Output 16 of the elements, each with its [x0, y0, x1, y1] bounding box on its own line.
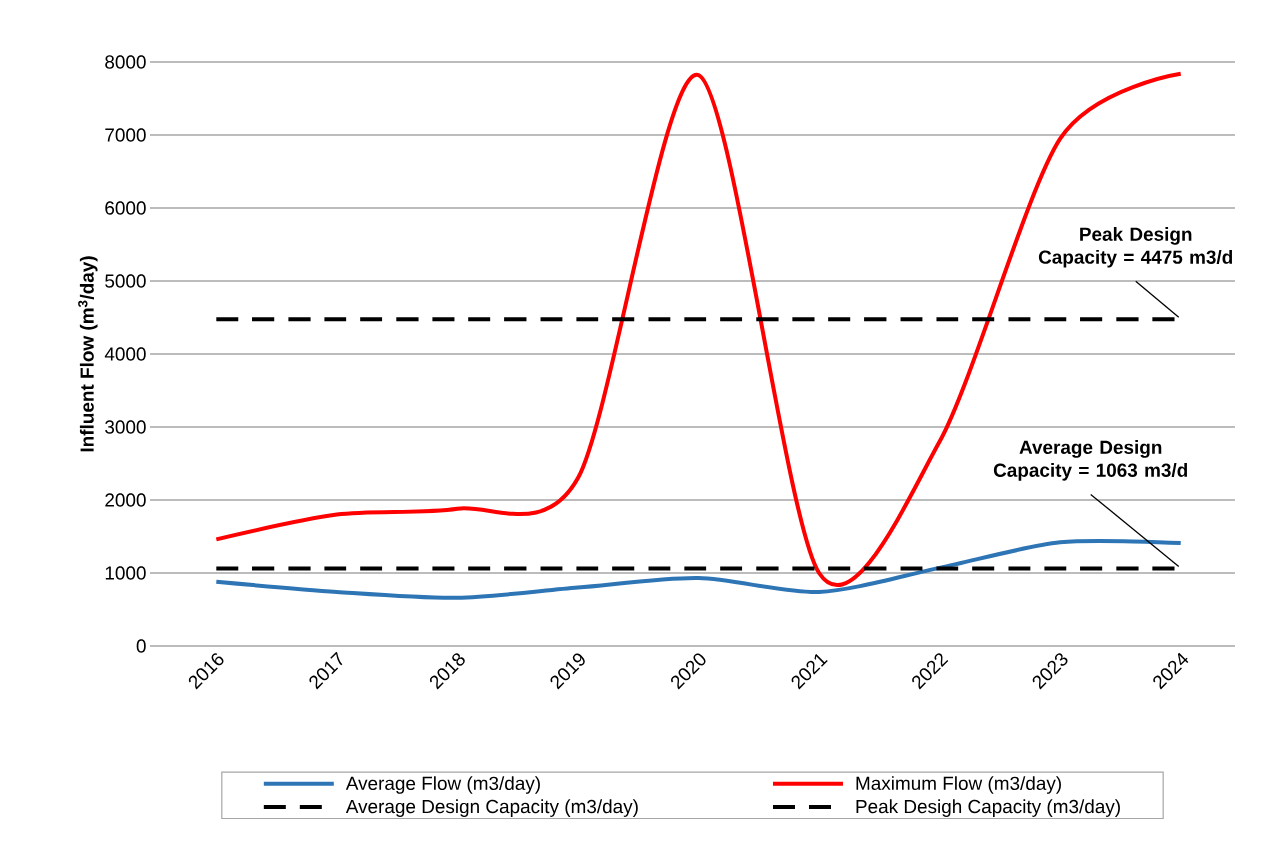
legend-label: Average Design Capacity (m3/day) [345, 799, 638, 817]
legend-label: Peak Desigh Capacity (m3/day) [856, 799, 1120, 817]
y-tick-label: 8000 [105, 55, 146, 69]
y-tick-label: 1000 [105, 566, 146, 580]
y-tick-label: 0 [136, 639, 146, 653]
y-tick-label: 2000 [105, 493, 146, 507]
annotation: Average Design Capacity = 1063 m3/d [993, 440, 1188, 481]
y-tick-label: 6000 [105, 201, 146, 215]
y-tick-label: 3000 [105, 420, 146, 434]
legend-label: Average Flow (m3/day) [345, 776, 540, 794]
y-tick-label: 5000 [105, 274, 146, 288]
y-tick-label: 7000 [105, 128, 146, 142]
y-tick-label: 4000 [104, 347, 146, 361]
y-axis-title: Influent Flow (m$^{3}$/day) [78, 256, 98, 452]
legend-label: Maximum Flow (m3/day) [856, 776, 1061, 794]
annotation: Peak Design Capacity = 4475 m3/d [1038, 227, 1233, 268]
